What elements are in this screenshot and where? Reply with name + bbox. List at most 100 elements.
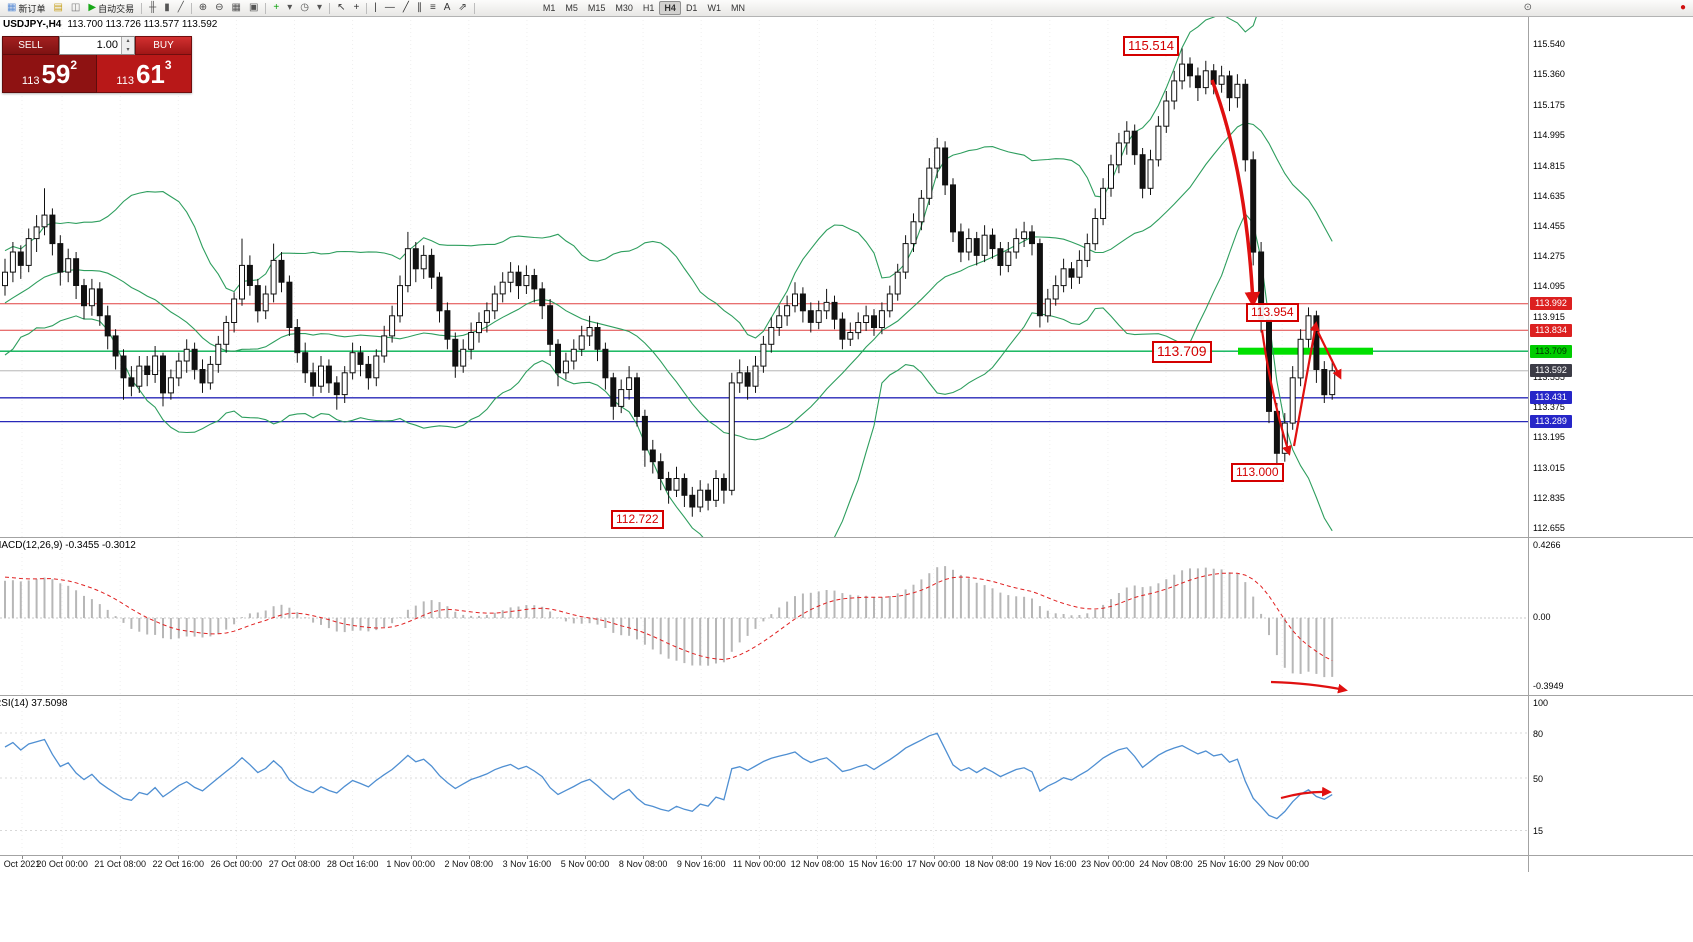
crosshair-icon-glyph: + bbox=[353, 2, 360, 13]
time-tick bbox=[410, 856, 412, 859]
profile-icon-glyph: ◫ bbox=[70, 2, 81, 13]
macd-signal-line bbox=[4, 572, 1333, 662]
price-tick-label: 113.015 bbox=[1533, 463, 1565, 473]
autotrade-button[interactable]: ▶ 自动交易 bbox=[84, 1, 138, 16]
timeframe-h4[interactable]: H4 bbox=[659, 1, 681, 15]
timeframe-m30[interactable]: M30 bbox=[615, 3, 633, 13]
time-tick bbox=[62, 856, 64, 859]
timeframe-m1[interactable]: M1 bbox=[542, 3, 556, 13]
price-tick-label: 114.815 bbox=[1533, 161, 1565, 171]
tile-windows-icon-glyph: ▦ bbox=[231, 2, 241, 13]
volume-down-button[interactable] bbox=[122, 45, 134, 54]
price-badge: 113.834 bbox=[1530, 324, 1572, 337]
sell-button[interactable]: SELL bbox=[2, 36, 59, 55]
vertical-line-tool-icon-glyph: | bbox=[374, 2, 377, 13]
price-tick-label: 115.175 bbox=[1533, 100, 1565, 110]
tile-windows-icon[interactable]: ▦ bbox=[228, 1, 245, 16]
toolbar-separator bbox=[473, 2, 475, 14]
toolbar-separator bbox=[265, 2, 267, 14]
search-icon[interactable]: ⊙ bbox=[1520, 1, 1536, 16]
time-label: 9 Nov 16:00 bbox=[676, 859, 726, 869]
toolbar-separator bbox=[366, 2, 368, 14]
indicators-list-dropdown-icon[interactable]: ▾ bbox=[283, 1, 296, 16]
zoom-out-icon[interactable]: ⊖ bbox=[211, 1, 227, 16]
macd-panel[interactable] bbox=[0, 537, 1528, 695]
time-label: 24 Nov 08:00 bbox=[1139, 859, 1193, 869]
time-label: Oct 2021 bbox=[3, 859, 41, 869]
green-highlight-bar[interactable] bbox=[1238, 347, 1373, 355]
price-tick-label: 114.635 bbox=[1533, 191, 1565, 201]
timeframe-mn[interactable]: MN bbox=[730, 3, 745, 13]
candlestick-chart-icon[interactable]: ▮ bbox=[160, 1, 174, 16]
ask-pips: 61 bbox=[135, 58, 165, 89]
fibonacci-tool-icon[interactable]: ≡ bbox=[426, 1, 440, 16]
buy-button[interactable]: BUY bbox=[135, 36, 192, 55]
timeframe-h1[interactable]: H1 bbox=[642, 3, 655, 13]
one-click-trading-panel: SELL 1.00 BUY 113 59 2 113 61 3 bbox=[2, 36, 192, 93]
horizontal-line-tool-icon-glyph: — bbox=[384, 2, 395, 13]
channel-tool-icon[interactable]: ∥ bbox=[413, 1, 426, 16]
zoom-in-icon-glyph: ⊕ bbox=[198, 2, 208, 13]
notification-icon[interactable]: ● bbox=[1676, 1, 1690, 16]
charts-window-icon[interactable]: ▤ bbox=[49, 1, 66, 16]
templates-dropdown-icon[interactable]: ▾ bbox=[313, 1, 326, 16]
price-chart[interactable] bbox=[0, 16, 1528, 537]
price-tick-label: 112.655 bbox=[1533, 523, 1565, 533]
candlestick-chart-icon-glyph: ▮ bbox=[164, 2, 170, 13]
cursor-icon[interactable]: ↖ bbox=[333, 1, 349, 16]
timeframe-m5[interactable]: M5 bbox=[565, 3, 578, 13]
horizontal-line-tool-icon[interactable]: — bbox=[381, 1, 399, 16]
timeframe-d1[interactable]: D1 bbox=[685, 3, 698, 13]
price-tick-label: 113.555 bbox=[1533, 372, 1565, 382]
periods-icon-glyph: ◷ bbox=[300, 2, 310, 13]
search-icon-glyph: ⊙ bbox=[1523, 2, 1532, 13]
time-label: 22 Oct 16:00 bbox=[152, 859, 205, 869]
panel-separator-rsi[interactable] bbox=[0, 695, 1693, 696]
timeframe-w1[interactable]: W1 bbox=[707, 3, 721, 13]
auto-arrange-icon-glyph: ▣ bbox=[248, 2, 259, 13]
panel-separator-macd[interactable] bbox=[0, 537, 1693, 538]
time-tick bbox=[701, 856, 703, 859]
time-label: 17 Nov 00:00 bbox=[906, 859, 961, 869]
time-tick bbox=[526, 856, 528, 859]
crosshair-icon[interactable]: + bbox=[349, 1, 363, 16]
time-tick bbox=[1166, 856, 1167, 859]
bid-integer: 113 bbox=[21, 75, 40, 87]
bar-chart-icon[interactable]: ╫ bbox=[145, 1, 160, 16]
line-chart-icon[interactable]: ╱ bbox=[174, 1, 188, 16]
periods-icon[interactable]: ◷ bbox=[296, 1, 313, 16]
arrow-tool-icon[interactable]: ⇗ bbox=[454, 1, 470, 16]
new-order-button[interactable]: ▦ 新订单 bbox=[3, 1, 49, 16]
price-badge: 113.709 bbox=[1530, 345, 1572, 358]
time-tick bbox=[1224, 856, 1226, 859]
time-tick bbox=[468, 856, 470, 859]
trendline-tool-icon[interactable]: ╱ bbox=[399, 1, 413, 16]
volume-box: 1.00 bbox=[59, 36, 135, 55]
new-order-button-label: 新订单 bbox=[18, 3, 46, 14]
time-label: 3 Nov 16:00 bbox=[502, 859, 552, 869]
text-tool-icon[interactable]: A bbox=[440, 1, 455, 16]
ask-price-button[interactable]: 113 61 3 bbox=[97, 55, 192, 93]
bid-pips: 59 bbox=[41, 58, 71, 89]
indicators-add-icon[interactable]: + bbox=[269, 1, 283, 16]
auto-arrange-icon[interactable]: ▣ bbox=[245, 1, 262, 16]
time-tick bbox=[1282, 856, 1284, 859]
ask-point: 3 bbox=[164, 58, 172, 72]
time-tick bbox=[1107, 856, 1109, 859]
trendline-tool-icon-glyph: ╱ bbox=[402, 2, 409, 13]
arrow-tool-icon-glyph: ⇗ bbox=[458, 2, 467, 13]
rsi-panel[interactable] bbox=[0, 695, 1528, 855]
zoom-in-icon[interactable]: ⊕ bbox=[195, 1, 211, 16]
bid-point: 2 bbox=[70, 58, 78, 72]
volume-input[interactable]: 1.00 bbox=[96, 39, 118, 51]
time-label: 15 Nov 16:00 bbox=[848, 859, 903, 869]
timeframe-m15[interactable]: M15 bbox=[587, 3, 606, 13]
channel-tool-icon-glyph: ∥ bbox=[416, 2, 422, 13]
time-label: 8 Nov 08:00 bbox=[618, 859, 668, 869]
vertical-line-tool-icon[interactable]: | bbox=[370, 1, 381, 16]
rsi-axis-80: 80 bbox=[1533, 729, 1544, 739]
bid-price-button[interactable]: 113 59 2 bbox=[2, 55, 97, 93]
volume-up-button[interactable] bbox=[122, 37, 134, 46]
indicators-list-dropdown-icon-glyph: ▾ bbox=[287, 2, 293, 13]
profile-icon[interactable]: ◫ bbox=[67, 1, 84, 16]
